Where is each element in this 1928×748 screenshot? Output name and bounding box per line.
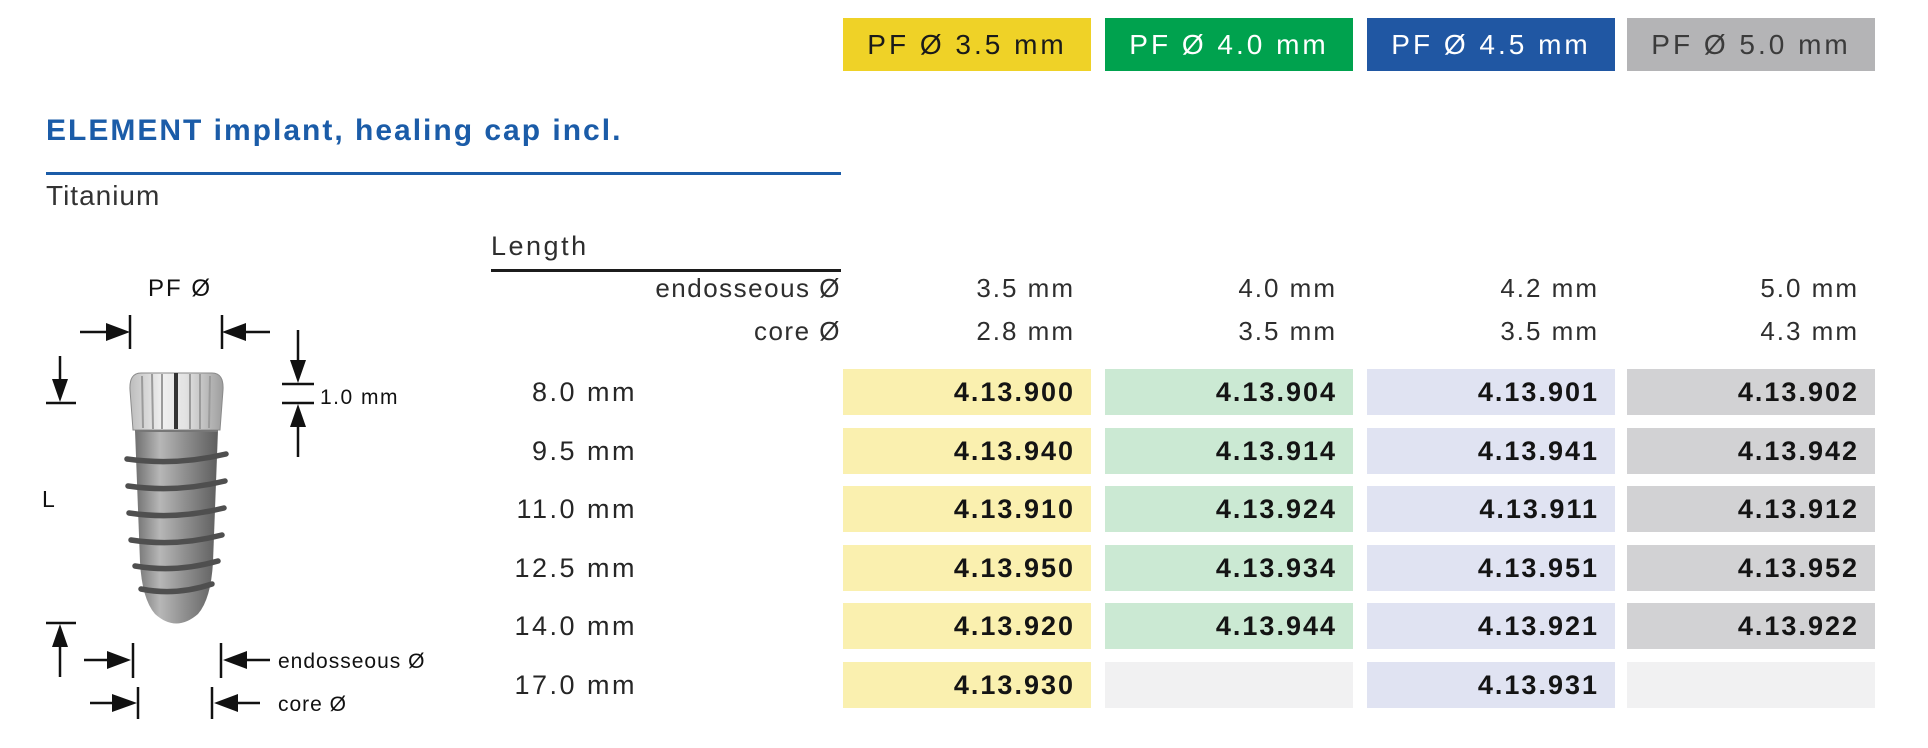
article-number-cell: 4.13.941 [1367, 428, 1615, 474]
length-dimension [46, 356, 76, 677]
implant-image [124, 372, 229, 624]
article-number-cell: 4.13.952 [1627, 545, 1875, 591]
article-number-cell-empty [1105, 662, 1353, 708]
article-number-cell: 4.13.930 [843, 662, 1091, 708]
core-diameter-value: 4.3 mm [1760, 316, 1859, 346]
article-number-cell: 4.13.922 [1627, 603, 1875, 649]
endosseous-diameter-value: 3.5 mm [976, 273, 1075, 303]
endosseous-diameter-value: 5.0 mm [1760, 273, 1859, 303]
collar-height-dimension [282, 330, 314, 457]
core-diameter-row-label: core Ø [753, 316, 841, 346]
implant-diagram: PF Ø 1.0 mm L [42, 275, 425, 719]
endosseous-diameter-value: 4.2 mm [1500, 273, 1599, 303]
pf-diameter-label: PF Ø [148, 275, 212, 302]
length-row-label: 17.0 mm [514, 670, 637, 700]
article-number-cell: 4.13.911 [1367, 486, 1615, 532]
core-diameter-value: 2.8 mm [976, 316, 1075, 346]
page-title: ELEMENT implant, healing cap incl. [46, 114, 623, 147]
collar-height-label: 1.0 mm [320, 386, 399, 409]
length-row-label: 8.0 mm [531, 377, 637, 407]
length-header-rule [491, 269, 841, 272]
article-number-cell: 4.13.912 [1627, 486, 1875, 532]
material-label: Titanium [46, 180, 161, 211]
article-number-cell: 4.13.951 [1367, 545, 1615, 591]
article-number-cell: 4.13.950 [843, 545, 1091, 591]
length-row-label: 11.0 mm [516, 494, 637, 524]
pf-badge-5-0mm: PF Ø 5.0 mm [1627, 18, 1875, 71]
article-number-cell: 4.13.900 [843, 369, 1091, 415]
core-diameter-dimension [90, 687, 260, 719]
article-number-cell: 4.13.914 [1105, 428, 1353, 474]
core-diameter-value: 3.5 mm [1500, 316, 1599, 346]
article-number-cell: 4.13.910 [843, 486, 1091, 532]
article-number-cell: 4.13.901 [1367, 369, 1615, 415]
article-number-cell: 4.13.924 [1105, 486, 1353, 532]
length-row-label: 9.5 mm [531, 436, 637, 466]
length-row-label: 12.5 mm [514, 553, 637, 583]
article-number-cell: 4.13.934 [1105, 545, 1353, 591]
endosseous-diameter-row-label: endosseous Ø [655, 273, 841, 303]
article-number-cell: 4.13.944 [1105, 603, 1353, 649]
pf-badge-3-5mm: PF Ø 3.5 mm [843, 18, 1091, 71]
article-number-cell-empty [1627, 662, 1875, 708]
article-number-cell: 4.13.921 [1367, 603, 1615, 649]
article-number-cell: 4.13.920 [843, 603, 1091, 649]
section-title-block: ELEMENT implant, healing cap incl. [46, 112, 841, 175]
core-diameter-value: 3.5 mm [1238, 316, 1337, 346]
pf-badge-4-0mm: PF Ø 4.0 mm [1105, 18, 1353, 71]
article-number-cell: 4.13.940 [843, 428, 1091, 474]
length-column-header: Length [491, 231, 589, 261]
pf-badge-4-5mm: PF Ø 4.5 mm [1367, 18, 1615, 71]
pf-diameter-dimension [80, 315, 270, 349]
endosseous-diameter-dimension [84, 643, 270, 678]
article-number-cell: 4.13.904 [1105, 369, 1353, 415]
length-row-label: 14.0 mm [514, 611, 637, 641]
article-number-cell: 4.13.931 [1367, 662, 1615, 708]
core-diameter-label: core Ø [278, 693, 347, 716]
article-number-cell: 4.13.942 [1627, 428, 1875, 474]
endosseous-diameter-label: endosseous Ø [278, 650, 425, 673]
endosseous-diameter-value: 4.0 mm [1238, 273, 1337, 303]
length-dimension-label: L [42, 486, 55, 512]
article-number-cell: 4.13.902 [1627, 369, 1875, 415]
